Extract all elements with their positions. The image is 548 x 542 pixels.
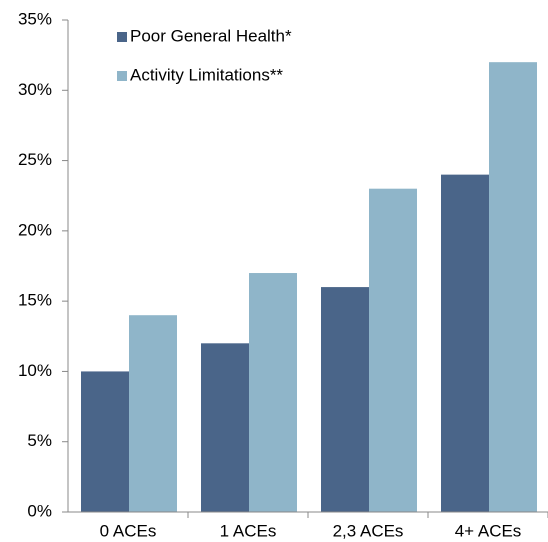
y-tick-label: 15% <box>18 291 52 310</box>
legend-swatch <box>117 32 127 42</box>
bar <box>81 371 129 512</box>
bar <box>441 174 489 512</box>
bar <box>249 273 297 512</box>
y-tick-label: 25% <box>18 150 52 169</box>
legend-label: Activity Limitations** <box>130 65 283 84</box>
x-tick-label: 4+ ACEs <box>455 521 522 540</box>
y-tick-label: 30% <box>18 80 52 99</box>
bar <box>129 315 177 512</box>
y-tick-label: 5% <box>27 431 52 450</box>
y-tick-label: 35% <box>18 9 52 28</box>
legend-label: Poor General Health* <box>130 26 292 45</box>
bar <box>321 287 369 512</box>
bar <box>489 62 537 513</box>
bar <box>369 188 417 512</box>
y-tick-label: 20% <box>18 220 52 239</box>
x-tick-label: 1 ACEs <box>220 521 277 540</box>
y-tick-label: 10% <box>18 361 52 380</box>
bar <box>201 343 249 512</box>
x-tick-label: 0 ACEs <box>100 521 157 540</box>
legend-swatch <box>117 71 127 81</box>
y-tick-label: 0% <box>27 501 52 520</box>
x-tick-label: 2,3 ACEs <box>333 521 404 540</box>
